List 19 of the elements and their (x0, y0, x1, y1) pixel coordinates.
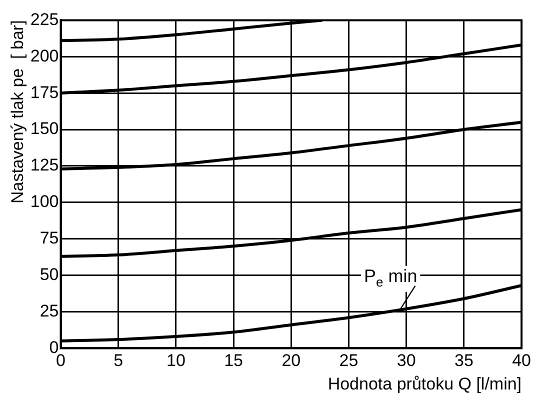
y-tick-label: 225 (30, 10, 59, 29)
y-tick-label: 125 (30, 156, 59, 175)
x-tick-label: 5 (114, 351, 124, 370)
x-tick-label: 10 (166, 351, 186, 370)
y-tick-label: 150 (30, 119, 59, 138)
x-tick-label: 30 (396, 351, 416, 370)
y-tick-label: 200 (30, 46, 59, 66)
x-tick-label: 15 (224, 351, 244, 370)
x-axis-title: Hodnota průtoku Q [l/min] (328, 374, 522, 394)
x-tick-label: 35 (454, 351, 474, 370)
x-tick-label: 40 (512, 351, 532, 370)
y-tick-label: 75 (40, 228, 59, 248)
y-tick-label: 175 (30, 82, 59, 102)
y-axis-title: Nastavený tlak pe [ bar] (8, 20, 27, 204)
x-tick-label: 25 (339, 351, 358, 370)
y-tick-label: 50 (40, 265, 59, 284)
y-tick-label: 25 (40, 301, 59, 320)
x-tick-label: 20 (282, 351, 301, 370)
y-tick-label: 100 (30, 192, 59, 212)
